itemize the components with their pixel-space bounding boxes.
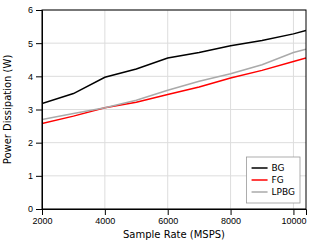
y-axis-title: Power Dissipation (W) — [2, 55, 13, 165]
tick-label: 6000 — [158, 216, 178, 226]
tick-mark — [105, 209, 106, 215]
grid-line-y — [42, 109, 306, 110]
tick: 0 — [28, 204, 42, 214]
tick-label: 10000 — [281, 216, 306, 226]
tick: 2000 — [32, 209, 52, 226]
grid-line-y — [42, 76, 306, 77]
tick-mark — [36, 176, 42, 177]
tick-mark — [36, 209, 42, 210]
tick-mark — [231, 209, 232, 215]
tick-label: 2 — [28, 138, 33, 148]
axis-line — [43, 210, 307, 216]
tick-mark — [293, 209, 294, 215]
legend-swatch — [252, 167, 268, 169]
legend-swatch — [252, 191, 268, 193]
tick: 6000 — [158, 209, 178, 226]
y-axis: 0 1 2 3 4 5 6 — [28, 5, 43, 214]
series-line — [42, 58, 306, 123]
tick-mark — [36, 110, 42, 111]
plot: 2000 4000 6000 8000 10000 0 1 2 3 4 5 6 BG FG LPBG — [28, 5, 307, 226]
tick-label: 4000 — [95, 216, 115, 226]
legend: BG FG LPBG — [247, 157, 300, 203]
tick: 4000 — [95, 209, 115, 226]
tick-label: 5 — [28, 39, 33, 49]
tick: 10000 — [281, 209, 306, 226]
tick: 6 — [28, 5, 42, 15]
tick: 3 — [28, 105, 42, 115]
series-line — [42, 49, 306, 119]
legend-item: FG — [252, 175, 284, 185]
tick: 2 — [28, 138, 42, 148]
marks — [42, 31, 306, 124]
tick-label: 1 — [28, 171, 33, 181]
grid — [42, 10, 306, 209]
grid-line-y — [42, 142, 306, 143]
tick-mark — [168, 209, 169, 215]
legend-swatch — [252, 179, 268, 181]
x-axis: 2000 4000 6000 8000 10000 — [32, 209, 306, 226]
tick-label: 2000 — [32, 216, 52, 226]
legend-label: BG — [272, 163, 285, 173]
legend-label: LPBG — [272, 187, 295, 197]
legend-item: LPBG — [252, 187, 295, 197]
tick: 8000 — [221, 209, 241, 226]
legend-label: FG — [272, 175, 284, 185]
tick-label: 4 — [28, 72, 33, 82]
tick-label: 8000 — [221, 216, 241, 226]
tick-mark — [36, 10, 42, 11]
tick-label: 6 — [28, 5, 33, 15]
chart: 2000 4000 6000 8000 10000 0 1 2 3 4 5 6 BG FG LPBG Samp… — [0, 0, 318, 243]
tick-label: 0 — [28, 204, 33, 214]
legend-item: BG — [252, 163, 285, 173]
grid-line-y — [42, 43, 306, 44]
tick: 4 — [28, 72, 42, 82]
tick-mark — [36, 143, 42, 144]
tick-mark — [36, 43, 42, 44]
legend-frame — [247, 157, 300, 203]
tick: 1 — [28, 171, 42, 181]
tick: 5 — [28, 39, 42, 49]
tick-mark — [36, 76, 42, 77]
x-axis-title: Sample Rate (MSPS) — [123, 229, 225, 240]
tick-label: 3 — [28, 105, 33, 115]
plot-frame — [42, 10, 306, 209]
